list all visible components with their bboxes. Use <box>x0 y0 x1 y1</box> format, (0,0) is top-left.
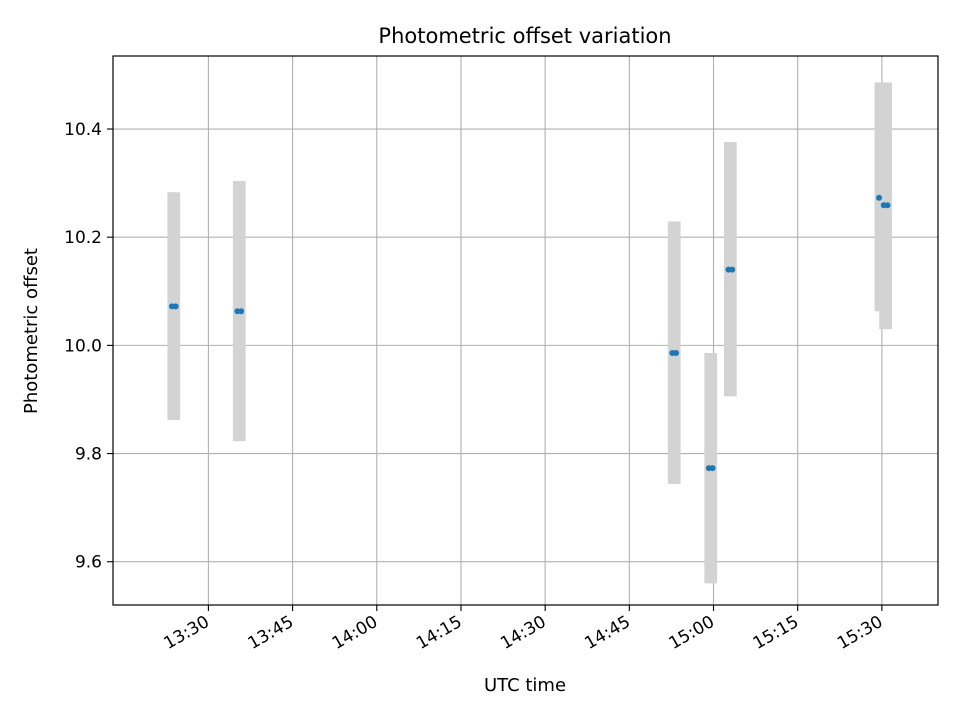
x-axis-label: UTC time <box>484 675 566 696</box>
plot-frame <box>112 55 939 606</box>
x-tick-label: 15:00 <box>666 612 718 654</box>
grid-layer <box>113 56 938 605</box>
data-point <box>238 308 245 315</box>
x-tick-label: 15:30 <box>834 612 886 654</box>
y-axis-label: Photometric offset <box>21 248 42 414</box>
data-point <box>884 202 891 209</box>
marker-layer <box>168 194 891 472</box>
x-tick-label: 15:15 <box>750 612 802 654</box>
y-tick-label: 10.2 <box>64 228 102 248</box>
data-point <box>172 303 179 310</box>
data-point <box>709 465 716 472</box>
x-tick-label: 14:45 <box>581 612 633 654</box>
data-point <box>673 349 680 356</box>
x-tick-label: 14:15 <box>413 612 465 654</box>
y-tick-label: 9.6 <box>75 553 102 573</box>
data-point <box>876 194 883 201</box>
x-tick-label: 13:45 <box>245 612 297 654</box>
data-point <box>729 266 736 273</box>
y-tick-label: 10.4 <box>64 120 102 140</box>
chart-title: Photometric offset variation <box>378 24 671 48</box>
y-tick-label: 9.8 <box>75 445 102 465</box>
x-tick-label: 13:30 <box>160 612 212 654</box>
plot-background <box>113 56 938 605</box>
x-tick-label: 14:30 <box>497 612 549 654</box>
y-tick-label: 10.0 <box>64 336 102 356</box>
x-tick-label: 14:00 <box>329 612 381 654</box>
